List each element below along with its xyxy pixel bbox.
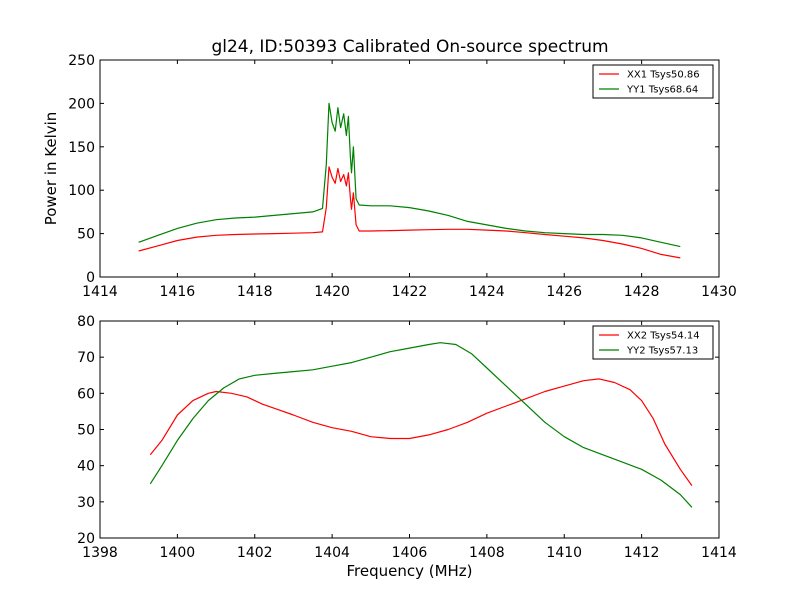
legend: XX2 Tsys54.14 YY2 Tsys57.13	[592, 325, 714, 360]
series-line-xx1	[138, 166, 681, 259]
x-tick-label: 1418	[237, 284, 273, 300]
x-tick-label: 1408	[469, 545, 505, 561]
series-line-yy2	[149, 342, 693, 508]
y-tick-label: 40	[77, 459, 95, 475]
x-tick-label: 1398	[82, 545, 118, 561]
plots-layer: 1414 1416 1418 1420 1422 1424 1426 1428 14300501…	[42, 53, 737, 580]
y-tick-label: 70	[77, 350, 95, 366]
y-tick-label: 100	[68, 183, 95, 199]
x-tick-label: 1406	[392, 545, 428, 561]
legend-label: YY2 Tsys57.13	[626, 346, 698, 357]
x-tick-label: 1428	[624, 284, 660, 300]
legend: XX1 Tsys50.86 YY1 Tsys68.64	[592, 64, 714, 99]
x-tick-label: 1426	[546, 284, 582, 300]
series-line-xx2	[149, 378, 693, 486]
y-tick-label: 250	[68, 53, 95, 69]
y-tick-label: 50	[77, 227, 95, 243]
legend-label: XX2 Tsys54.14	[627, 331, 700, 342]
y-tick-label: 60	[77, 386, 95, 402]
x-tick-label: 1422	[392, 284, 428, 300]
y-axis-label: Power in Kelvin	[42, 112, 60, 226]
y-tick-label: 50	[77, 423, 95, 439]
y-tick-label: 80	[77, 314, 95, 330]
legend-box	[592, 64, 714, 99]
axes-frame	[99, 320, 720, 539]
y-tick-label: 200	[68, 96, 95, 112]
chart-1: 1414 1416 1418 1420 1422 1424 1426 1428 1430 0 50 1…	[42, 53, 737, 300]
x-tick-label: 1430	[701, 284, 737, 300]
x-tick-label: 1416	[160, 284, 196, 300]
x-tick-label: 1400	[160, 545, 196, 561]
x-tick-label: 1402	[237, 545, 273, 561]
y-tick-label: 20	[77, 531, 95, 547]
x-tick-label: 1404	[314, 545, 350, 561]
series-line-yy1	[138, 102, 681, 248]
y-tick-label: 30	[77, 495, 95, 511]
figure-title: gl24, ID:50393 Calibrated On-source spec…	[211, 37, 608, 57]
y-tick-label: 0	[86, 270, 95, 286]
legend-label: YY1 Tsys68.64	[626, 85, 698, 96]
chart-2: 1398 1400 1402 1404 1406 1408 1410 1412 1414 20 30…	[77, 314, 737, 580]
x-axis-label: Frequency (MHz)	[346, 562, 472, 580]
x-tick-label: 1410	[546, 545, 582, 561]
legend-label: XX1 Tsys50.86	[627, 70, 700, 81]
x-tick-label: 1424	[469, 284, 505, 300]
x-tick-label: 1414	[701, 545, 737, 561]
x-tick-label: 1420	[314, 284, 350, 300]
legend-box	[592, 325, 714, 360]
x-tick-label: 1414	[82, 284, 118, 300]
axes-frame	[99, 59, 720, 278]
x-tick-label: 1412	[624, 545, 660, 561]
y-tick-label: 150	[68, 140, 95, 156]
